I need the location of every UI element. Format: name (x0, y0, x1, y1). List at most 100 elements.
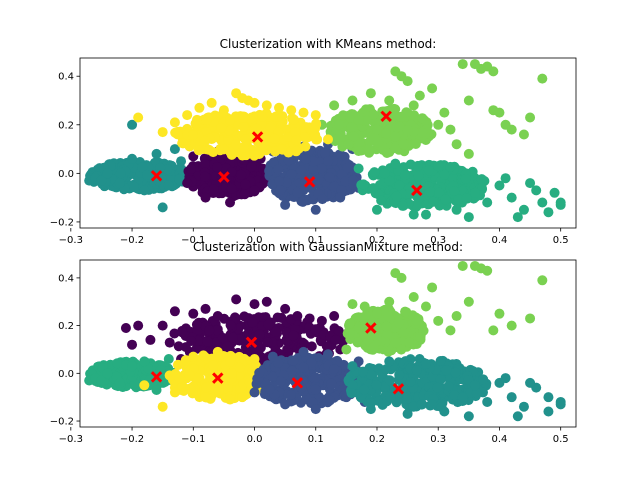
cluster-0-point (200, 303, 211, 314)
cluster-3-point (543, 207, 554, 218)
cluster-5-point (402, 408, 413, 419)
cluster-5-point (555, 399, 566, 410)
axes-frame (79, 259, 577, 428)
cluster-3-dense-point (177, 381, 188, 391)
cluster-2-dense-point (273, 164, 284, 175)
cluster-0-dense-point (254, 329, 265, 340)
cluster-5-dense-point (238, 113, 249, 124)
cluster-5-point (518, 401, 529, 412)
cluster-2-dense-point (301, 154, 312, 165)
cluster-0-point (114, 178, 125, 189)
cluster-4-dense-point (381, 128, 392, 139)
cluster-0-point (133, 320, 144, 331)
cluster-1-point (525, 313, 536, 324)
cluster-3-dense-point (226, 368, 237, 379)
cluster-4-point (488, 105, 499, 116)
cluster-0-dense-point (177, 327, 188, 338)
cluster-5-dense-point (385, 392, 396, 403)
cluster-1-dense-point (396, 344, 407, 355)
cluster-5-point (365, 404, 376, 415)
cluster-4-point (408, 100, 419, 111)
x-tick-label: −0.1 (181, 235, 205, 246)
cluster-0-point (176, 156, 187, 167)
cluster-5-dense-point (408, 401, 419, 412)
cluster-4-point (433, 119, 444, 130)
cluster-2-dense-point (342, 162, 353, 173)
cluster-5-dense-point (208, 147, 219, 158)
cluster-1-dense-point (344, 328, 355, 339)
cluster-4-dense-point (286, 365, 297, 376)
cluster-4-point (518, 129, 529, 140)
cluster-1-point (463, 296, 474, 307)
cluster-0-dense-point (164, 337, 175, 348)
cluster-3-dense-point (174, 373, 185, 384)
cluster-4-point (249, 387, 260, 398)
cluster-0-point (316, 315, 327, 326)
center-marker (291, 377, 304, 389)
cluster-1-dense-point (226, 166, 237, 177)
y-tick-label: 0.2 (58, 120, 74, 131)
cluster-5-point (512, 411, 523, 422)
cluster-5-point (323, 134, 333, 145)
cluster-4-point (457, 59, 468, 70)
cluster-1-point (451, 311, 462, 322)
center-marker (392, 383, 405, 395)
cluster-2-dense-point (296, 165, 307, 176)
cluster-5-point (469, 380, 480, 391)
cluster-5-dense-point (249, 150, 260, 161)
cluster-1-dense-point (415, 331, 426, 342)
cluster-1-point (408, 291, 419, 302)
cluster-4-dense-point (332, 133, 343, 144)
cluster-5-dense-point (240, 134, 251, 145)
cluster-0-point (304, 313, 315, 324)
cluster-1-point (225, 197, 236, 208)
cluster-1-dense-point (411, 315, 422, 326)
cluster-2-dense-point (336, 150, 347, 161)
cluster-4-dense-point (286, 389, 296, 400)
cluster-5-dense-point (226, 149, 237, 160)
cluster-1-dense-point (352, 337, 363, 348)
center-marker (365, 322, 377, 334)
cluster-1-dense-point (382, 329, 393, 340)
cluster-0-dense-point (330, 334, 341, 345)
cluster-4-dense-point (288, 355, 299, 366)
cluster-0-dense-point (174, 174, 185, 185)
cluster-4-point (280, 399, 291, 410)
cluster-4-dense-point (310, 384, 321, 395)
cluster-5-point (157, 127, 168, 138)
cluster-0-point (292, 311, 303, 322)
cluster-2-dense-point (274, 176, 285, 187)
cluster-3-point (518, 204, 529, 215)
cluster-5-dense-point (365, 369, 376, 380)
cluster-0-point (231, 294, 242, 305)
cluster-4-dense-point (324, 395, 335, 406)
cluster-3-dense-point (453, 194, 464, 205)
cluster-5-dense-point (449, 390, 460, 401)
cluster-3-dense-point (198, 350, 209, 361)
cluster-0-dense-point (222, 341, 233, 352)
cluster-3-point (500, 173, 511, 184)
cluster-1-dense-point (394, 318, 405, 329)
cluster-3-point (200, 392, 211, 403)
cluster-3-dense-point (173, 360, 184, 371)
cluster-4-point (267, 351, 278, 362)
cluster-4-point (525, 112, 536, 123)
cluster-5-dense-point (450, 367, 461, 378)
cluster-3-dense-point (192, 373, 203, 384)
cluster-2-dense-point (348, 175, 359, 186)
cluster-3-dense-point (184, 370, 195, 381)
cluster-3-point (139, 380, 150, 391)
cluster-3-dense-point (448, 173, 459, 184)
cluster-0-dense-point (217, 333, 228, 344)
cluster-5-point (543, 392, 554, 403)
cluster-3-point (494, 180, 505, 191)
cluster-5-dense-point (435, 374, 446, 385)
kmeans-panel: −0.3 −0.2 −0.1 0.0 0.1 0.2 0.3 0.4 0.5 −0.2 0.0 0.2… (50, 37, 577, 246)
cluster-3-point (353, 163, 364, 174)
cluster-1-dense-point (383, 311, 394, 322)
cluster-1-dense-point (246, 162, 257, 173)
cluster-4-point (439, 107, 450, 118)
cluster-5-dense-point (411, 365, 422, 376)
cluster-4-dense-point (410, 139, 421, 150)
cluster-0-dense-point (306, 341, 317, 352)
